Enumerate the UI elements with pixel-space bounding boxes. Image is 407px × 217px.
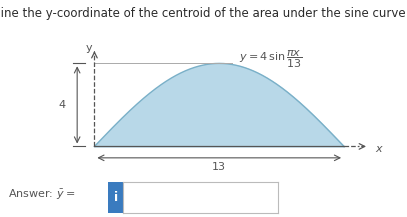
Text: Answer: $\bar{y}=$: Answer: $\bar{y}=$ bbox=[8, 188, 75, 202]
Text: 13: 13 bbox=[212, 162, 226, 173]
Text: $y = 4\,\sin\dfrac{\pi x}{13}$: $y = 4\,\sin\dfrac{\pi x}{13}$ bbox=[239, 49, 302, 70]
Text: y: y bbox=[85, 43, 92, 53]
Text: x: x bbox=[376, 143, 382, 153]
Text: Determine the y-coordinate of the centroid of the area under the sine curve show: Determine the y-coordinate of the centro… bbox=[0, 7, 407, 20]
Text: 4: 4 bbox=[58, 100, 66, 110]
Text: i: i bbox=[114, 191, 118, 204]
